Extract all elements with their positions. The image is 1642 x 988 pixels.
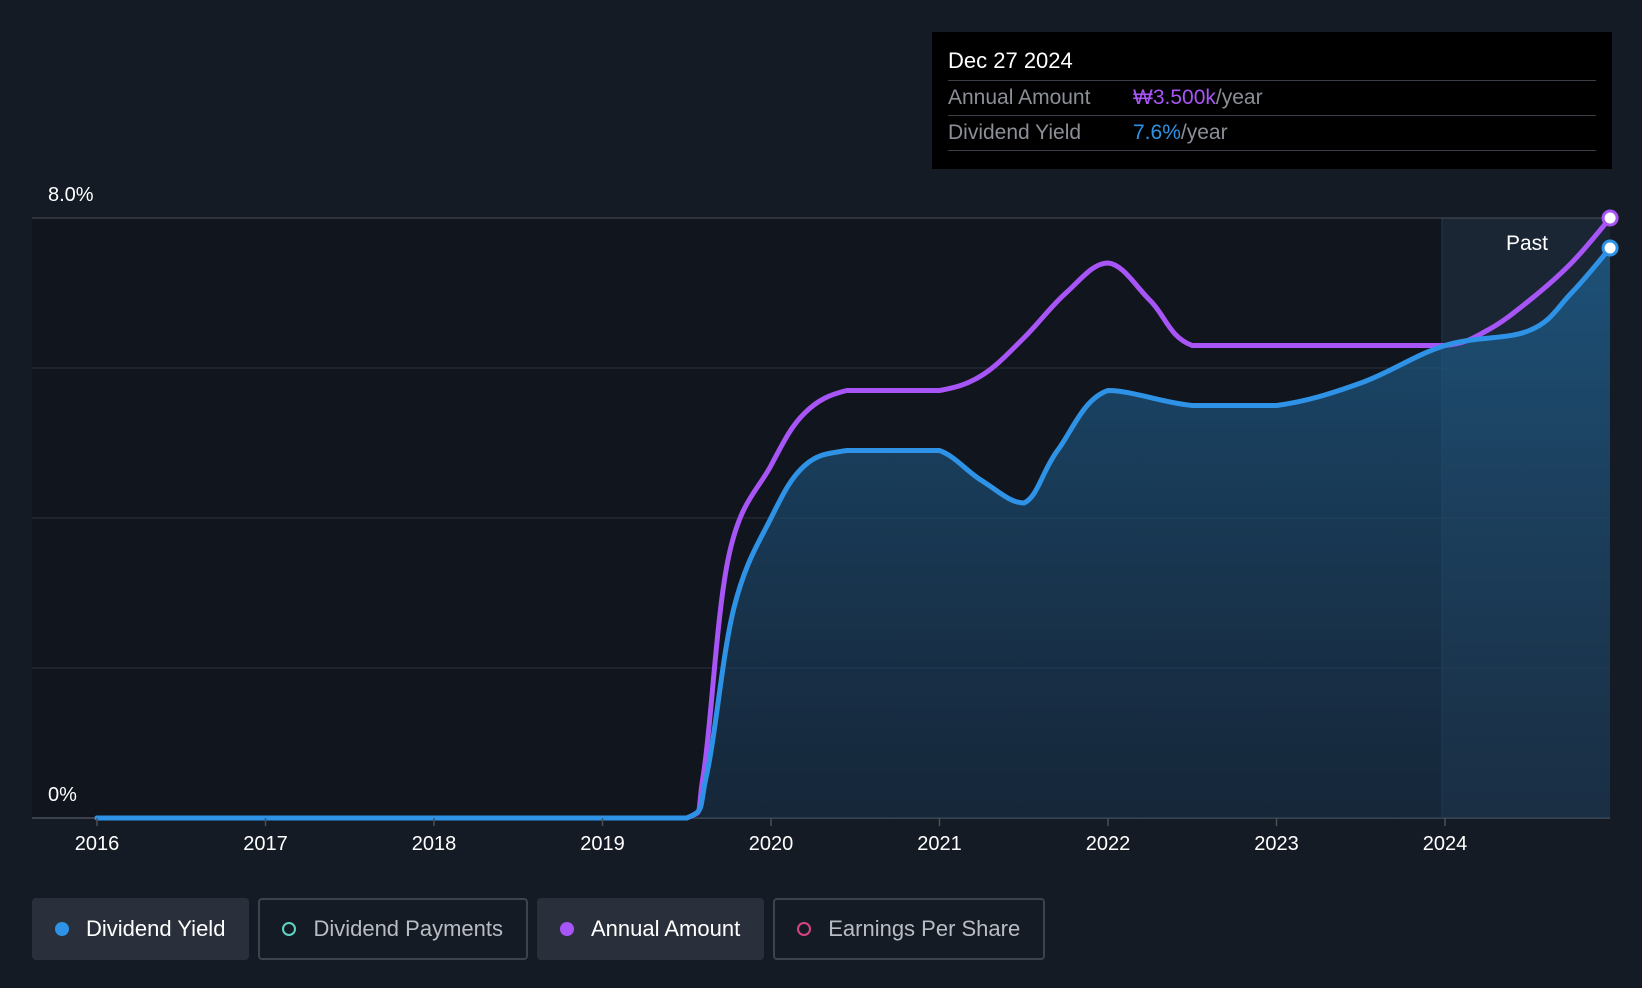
legend-label: Earnings Per Share xyxy=(828,916,1021,941)
x-tick-label: 2017 xyxy=(243,833,288,855)
legend-annual-amount-button[interactable]: Annual Amount xyxy=(536,898,765,960)
x-tick-label: 2020 xyxy=(749,833,794,855)
y-axis-bottom-label: 0% xyxy=(48,784,77,806)
tooltip-row-dividend-yield: Dividend Yield 7.6% /year xyxy=(948,116,1596,151)
x-axis-ticks: 2016 2017 2018 2019 2020 2021 2022 2023 2024 xyxy=(75,818,1468,855)
x-tick-label: 2021 xyxy=(917,833,962,855)
series-areas xyxy=(97,248,1611,818)
legend-dividend-yield-button[interactable]: Dividend Yield xyxy=(32,898,250,960)
series-endpoint-dividend-yield xyxy=(1601,239,1619,257)
series-endpoints xyxy=(1601,209,1619,257)
series-endpoint-annual-amount xyxy=(1601,209,1619,227)
legend-label: Annual Amount xyxy=(590,916,741,941)
legend: Dividend Yield Dividend Payments Annual … xyxy=(32,898,1046,960)
x-tick-label: 2016 xyxy=(75,833,120,855)
x-tick-label: 2019 xyxy=(580,833,625,855)
x-tick-label: 2024 xyxy=(1423,833,1468,855)
x-tick-label: 2023 xyxy=(1254,833,1299,855)
tooltip-label: Dividend Yield xyxy=(948,121,1082,144)
tooltip-date: Dec 27 2024 xyxy=(948,46,1596,81)
legend-earnings-per-share-button[interactable]: Earnings Per Share xyxy=(773,898,1046,960)
tooltip: Dec 27 2024 Annual Amount ₩3.500k /year … xyxy=(932,32,1612,169)
tooltip-value: 7.6% xyxy=(1133,121,1181,144)
legend-label: Dividend Yield xyxy=(86,916,226,941)
tooltip-label: Annual Amount xyxy=(948,86,1091,109)
dividend-payments-circle-icon xyxy=(282,922,297,936)
legend-dividend-payments-button[interactable]: Dividend Payments xyxy=(258,898,528,960)
earnings-per-share-circle-icon xyxy=(797,922,812,936)
x-tick-label: 2022 xyxy=(1086,833,1131,855)
tooltip-value: ₩3.500k xyxy=(1133,86,1216,109)
series-area-dividend-yield xyxy=(97,248,1611,818)
tooltip-unit: /year xyxy=(1180,121,1228,144)
legend-label: Dividend Payments xyxy=(313,916,503,941)
past-label: Past xyxy=(1506,232,1548,255)
tooltip-unit: /year xyxy=(1215,86,1263,109)
series-line-dividend-yield xyxy=(94,245,1613,821)
y-axis-top-label: 8.0% xyxy=(48,184,94,206)
x-tick-label: 2018 xyxy=(412,833,457,855)
annual-amount-dot-icon xyxy=(559,922,574,936)
tooltip-row-annual-amount: Annual Amount ₩3.500k /year xyxy=(948,81,1596,116)
dividend-yield-dot-icon xyxy=(55,922,69,936)
